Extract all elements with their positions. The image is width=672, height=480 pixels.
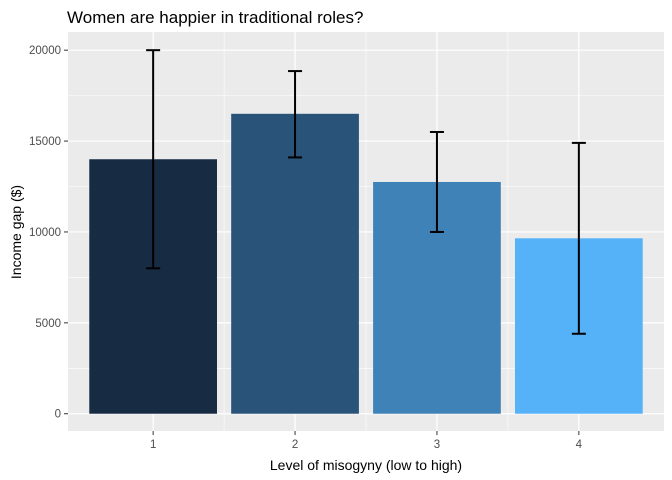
y-axis-title: Income gap ($) bbox=[8, 185, 24, 279]
bar-2 bbox=[231, 113, 359, 414]
error-bar-1 bbox=[146, 49, 161, 270]
y-tick-label: 15000 bbox=[29, 136, 61, 148]
y-tick-label: 5000 bbox=[35, 318, 61, 330]
x-tick-label: 3 bbox=[434, 439, 440, 451]
x-axis-ticks: 1 2 3 4 bbox=[150, 431, 583, 451]
x-tick-label: 2 bbox=[292, 439, 298, 451]
y-axis-ticks: 0 5000 10000 15000 20000 bbox=[29, 45, 68, 421]
y-tick-label: 10000 bbox=[29, 227, 61, 239]
error-bars bbox=[146, 49, 586, 335]
x-axis-title: Level of misogyny (low to high) bbox=[270, 457, 462, 473]
error-bar-3 bbox=[429, 130, 444, 233]
error-bar-4 bbox=[571, 141, 586, 335]
y-tick-label: 0 bbox=[55, 409, 61, 421]
chart-title: Women are happier in traditional roles? bbox=[67, 8, 363, 27]
x-tick-label: 4 bbox=[576, 439, 583, 451]
error-bar-2 bbox=[288, 70, 303, 159]
x-tick-label: 1 bbox=[150, 439, 156, 451]
y-tick-label: 20000 bbox=[29, 45, 61, 57]
